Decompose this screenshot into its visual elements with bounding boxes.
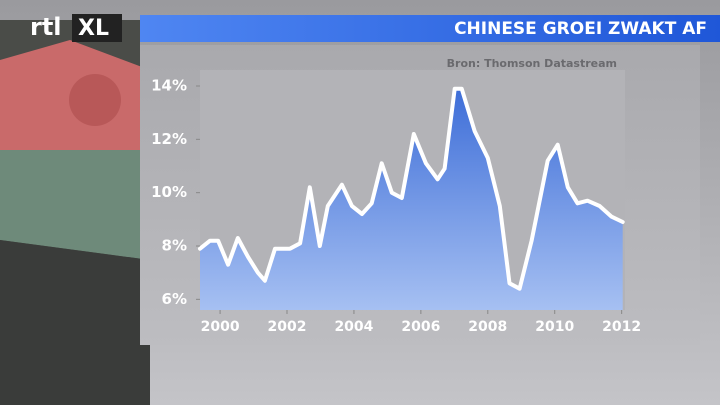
source: Bron: Thomson Datastream [447, 57, 617, 70]
y-tick-label: 8% [162, 237, 187, 255]
area [200, 88, 623, 310]
x-tick-label: 2010 [535, 319, 574, 335]
x-tick-label: 2012 [602, 319, 641, 335]
logo-rtl: rtl [30, 13, 62, 41]
logo-box [72, 14, 122, 42]
logo-xl: XL [78, 16, 109, 41]
y-tick-label: 10% [151, 183, 187, 201]
x-tick-label: 2008 [468, 319, 507, 335]
x-tick-label: 2000 [201, 319, 240, 335]
title-bar [140, 15, 720, 42]
chart-title: CHINESE GROEI ZWAKT AF [454, 19, 707, 39]
x-tick-label: 2006 [401, 319, 440, 335]
y-tick-label: 6% [162, 290, 187, 308]
y-tick-label: 12% [151, 130, 187, 148]
money-image [0, 20, 150, 405]
x-tick-label: 2002 [268, 319, 307, 335]
y-tick-label: 14% [151, 77, 187, 95]
line [198, 86, 625, 291]
x-tick-label: 2004 [334, 319, 373, 335]
